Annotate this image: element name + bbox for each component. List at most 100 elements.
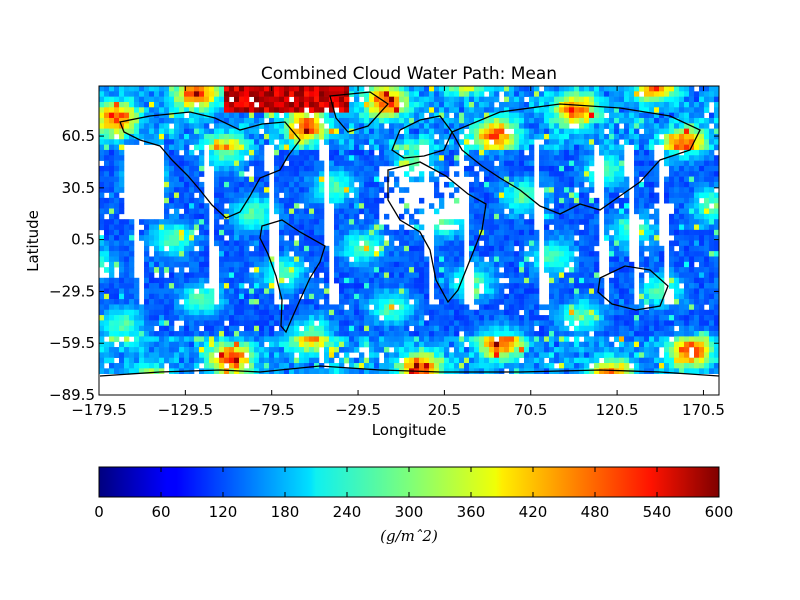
heatmap-cell bbox=[354, 133, 360, 140]
heatmap-cell bbox=[99, 181, 105, 188]
heatmap-cell bbox=[299, 224, 305, 231]
heatmap-cell bbox=[694, 309, 700, 316]
heatmap-cell bbox=[219, 245, 225, 252]
heatmap-cell bbox=[199, 144, 205, 151]
heatmap-cell bbox=[679, 261, 685, 268]
heatmap-cell bbox=[234, 160, 240, 167]
heatmap-cell bbox=[494, 128, 500, 135]
heatmap-cell bbox=[184, 272, 190, 279]
heatmap-cell bbox=[464, 149, 470, 156]
heatmap-cell bbox=[369, 112, 375, 119]
heatmap-cell bbox=[509, 293, 515, 300]
heatmap-cell bbox=[714, 203, 719, 209]
heatmap-cell bbox=[229, 283, 235, 289]
heatmap-cell bbox=[129, 107, 135, 113]
heatmap-cell bbox=[569, 171, 575, 177]
heatmap-cell bbox=[214, 208, 220, 215]
heatmap-cell bbox=[254, 229, 260, 236]
heatmap-cell bbox=[569, 187, 575, 193]
heatmap-cell bbox=[649, 229, 655, 236]
heatmap-cell bbox=[459, 107, 465, 113]
heatmap-cell bbox=[694, 144, 700, 151]
heatmap-cell bbox=[219, 91, 225, 97]
heatmap-cell bbox=[339, 325, 345, 332]
heatmap-cell bbox=[274, 197, 280, 204]
heatmap-cell bbox=[484, 144, 490, 151]
heatmap-cell bbox=[219, 181, 225, 188]
heatmap-cell bbox=[199, 139, 205, 145]
heatmap-cell bbox=[439, 235, 445, 241]
heatmap-cell bbox=[214, 101, 220, 108]
heatmap-cell bbox=[674, 165, 680, 172]
heatmap-cell bbox=[179, 267, 185, 273]
heatmap-cell bbox=[534, 309, 540, 316]
heatmap-cell bbox=[179, 240, 185, 247]
heatmap-cell bbox=[524, 101, 530, 108]
heatmap-cell bbox=[614, 261, 620, 268]
heatmap-cell bbox=[434, 101, 440, 108]
heatmap-cell bbox=[624, 320, 630, 327]
heatmap-cell bbox=[494, 219, 500, 225]
heatmap-cell bbox=[304, 187, 310, 193]
heatmap-cell bbox=[714, 293, 719, 300]
heatmap-cell bbox=[149, 224, 155, 231]
heatmap-cell bbox=[654, 181, 660, 188]
heatmap-cell bbox=[264, 208, 270, 215]
heatmap-cell bbox=[514, 101, 520, 108]
heatmap-cell bbox=[284, 224, 290, 231]
heatmap-cell bbox=[599, 107, 605, 113]
heatmap-cell bbox=[239, 256, 245, 263]
heatmap-cell bbox=[234, 112, 240, 119]
heatmap-cell bbox=[579, 320, 585, 327]
heatmap-cell bbox=[304, 133, 310, 140]
heatmap-cell bbox=[154, 283, 160, 289]
heatmap-cell bbox=[224, 293, 230, 300]
heatmap-cell bbox=[299, 101, 305, 108]
heatmap-cell bbox=[519, 144, 525, 151]
heatmap-cell bbox=[714, 277, 719, 284]
heatmap-cell bbox=[574, 240, 580, 247]
heatmap-cell bbox=[199, 101, 205, 108]
heatmap-cell bbox=[434, 123, 440, 129]
heatmap-cell bbox=[419, 171, 425, 177]
heatmap-cell bbox=[519, 235, 525, 241]
heatmap-cell bbox=[604, 219, 610, 225]
heatmap-cell bbox=[484, 101, 490, 108]
heatmap-cell bbox=[589, 240, 595, 247]
heatmap-cell bbox=[169, 128, 175, 135]
heatmap-cell bbox=[714, 299, 719, 305]
heatmap-cell bbox=[584, 171, 590, 177]
heatmap-cell bbox=[129, 320, 135, 327]
heatmap-cell bbox=[304, 96, 310, 103]
heatmap-cell bbox=[664, 107, 670, 113]
heatmap-cell bbox=[354, 325, 360, 332]
heatmap-cell bbox=[239, 224, 245, 231]
heatmap-cell bbox=[714, 192, 719, 199]
heatmap-cell bbox=[519, 155, 525, 161]
heatmap-cell bbox=[389, 133, 395, 140]
heatmap-cell bbox=[444, 240, 450, 247]
heatmap-cell bbox=[314, 256, 320, 263]
heatmap-cell bbox=[479, 165, 485, 172]
heatmap-cell bbox=[129, 283, 135, 289]
heatmap-cell bbox=[379, 235, 385, 241]
heatmap-cell bbox=[629, 101, 635, 108]
heatmap-cell bbox=[714, 144, 719, 151]
heatmap-cell bbox=[554, 272, 560, 279]
heatmap-cell bbox=[514, 283, 520, 289]
heatmap-cell bbox=[264, 261, 270, 268]
heatmap-cell bbox=[554, 86, 560, 92]
heatmap-cell bbox=[424, 299, 430, 305]
heatmap-cell bbox=[579, 208, 585, 215]
heatmap-cell bbox=[349, 219, 355, 225]
heatmap-cell bbox=[594, 283, 600, 289]
heatmap-cell bbox=[464, 91, 470, 97]
heatmap-cell bbox=[99, 224, 105, 231]
heatmap-cell bbox=[224, 197, 230, 204]
heatmap-cell bbox=[569, 309, 575, 316]
heatmap-cell bbox=[494, 144, 500, 151]
heatmap-cell bbox=[299, 283, 305, 289]
heatmap-cell bbox=[199, 128, 205, 135]
heatmap-cell bbox=[259, 245, 265, 252]
heatmap-cell bbox=[584, 304, 590, 311]
